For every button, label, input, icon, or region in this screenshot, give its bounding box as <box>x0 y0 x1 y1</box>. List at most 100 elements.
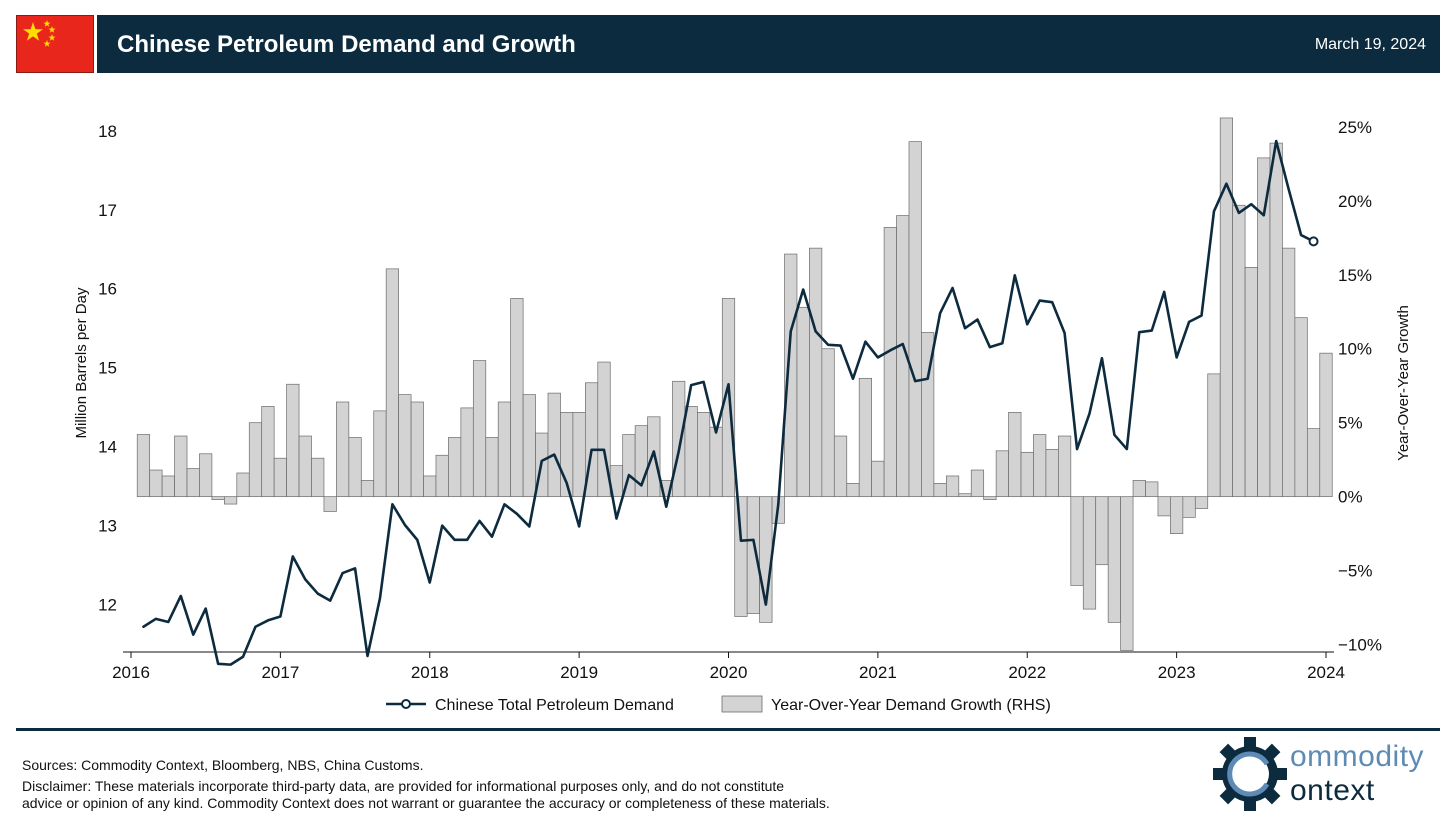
y-left-tick-label-18: 18 <box>98 122 117 141</box>
chart-area: 2016 2017 2018 2019 2020 2021 2022 2023 2024 12 13… <box>0 75 1456 725</box>
x-tick-label-2020: 2020 <box>710 663 748 682</box>
growth-bar-57 <box>846 483 860 498</box>
y-right-tick-label-10%: 10% <box>1338 340 1372 359</box>
growth-bar-8 <box>236 472 250 498</box>
growth-bar-91 <box>1269 142 1283 498</box>
growth-bar-20 <box>385 268 399 498</box>
header-bar: Chinese Petroleum Demand and Growth Marc… <box>97 15 1440 73</box>
growth-bar-2 <box>161 475 175 498</box>
legend-line-label: Chinese Total Petroleum Demand <box>435 697 674 714</box>
growth-bar-53 <box>796 306 810 498</box>
flag-small-star-2 <box>48 26 56 33</box>
growth-bar-87 <box>1219 117 1233 498</box>
growth-bar-60 <box>883 227 897 498</box>
growth-bar-70 <box>1008 412 1022 498</box>
growth-bar-85 <box>1194 496 1209 509</box>
growth-bar-25 <box>448 437 462 498</box>
growth-bar-68 <box>983 496 997 500</box>
growth-bar-71 <box>1020 451 1034 498</box>
y-left-tick-label-13: 13 <box>98 517 117 536</box>
growth-bar-49 <box>746 496 760 614</box>
growth-bar-21 <box>398 394 412 498</box>
growth-bar-3 <box>174 435 188 498</box>
growth-bar-0 <box>136 434 151 498</box>
y-right-tick-label-5%: 5% <box>1338 414 1363 433</box>
flag-small-star-4 <box>43 40 51 47</box>
legend-bar-label: Year-Over-Year Demand Growth (RHS) <box>771 697 1051 714</box>
y-right-tick-label-−10%: −10% <box>1338 636 1382 655</box>
growth-bar-23 <box>423 475 437 498</box>
y-left-tick-label-14: 14 <box>98 438 117 457</box>
growth-bar-11 <box>273 457 287 498</box>
growth-bar-93 <box>1294 317 1308 498</box>
growth-bar-82 <box>1157 496 1171 517</box>
growth-bar-1 <box>149 469 163 498</box>
china-flag-icon <box>16 15 94 73</box>
y-axis-left-label: Million Barrels per Day <box>73 287 90 438</box>
growth-bar-19 <box>373 410 387 498</box>
growth-bar-4 <box>186 468 200 498</box>
growth-bar-72 <box>1033 434 1047 498</box>
growth-bar-63 <box>921 332 935 498</box>
flag-large-star <box>23 22 43 41</box>
flag-small-star-1 <box>43 20 51 27</box>
growth-bar-33 <box>547 392 561 498</box>
growth-bar-27 <box>472 360 487 498</box>
growth-bar-74 <box>1058 435 1072 498</box>
report-date: March 19, 2024 <box>1314 36 1426 53</box>
growth-bar-83 <box>1170 496 1184 535</box>
demand-growth-chart: 2016 2017 2018 2019 2020 2021 2022 2023 2024 12 13… <box>73 117 1412 714</box>
growth-bar-15 <box>323 496 337 512</box>
x-tick-label-2017: 2017 <box>261 663 299 682</box>
x-tick-label-2024: 2024 <box>1307 663 1345 682</box>
disclaimer-line-2: advice or opinion of any kind. Commodity… <box>22 795 830 811</box>
footer: Sources: Commodity Context, Bloomberg, N… <box>22 757 922 812</box>
growth-bar-5 <box>199 453 213 498</box>
x-tick-label-2018: 2018 <box>411 663 449 682</box>
y-right-tick-label-15%: 15% <box>1338 266 1372 285</box>
legend: Chinese Total Petroleum Demand Year-Over… <box>386 695 1051 714</box>
growth-bar-77 <box>1095 496 1109 566</box>
y-axis-right-label: Year-Over-Year Growth <box>1395 305 1412 461</box>
growth-bar-44 <box>684 406 698 498</box>
growth-bar-24 <box>435 454 449 498</box>
growth-bar-10 <box>261 406 275 498</box>
growth-bar-92 <box>1282 247 1296 498</box>
growth-bar-66 <box>958 493 972 498</box>
footer-divider <box>16 728 1440 731</box>
commodity-context-logo: ommodity ontext <box>1212 736 1432 811</box>
growth-bar-78 <box>1107 496 1121 623</box>
y-left-tick-label-12: 12 <box>98 596 117 615</box>
legend-line-marker <box>401 699 411 709</box>
growth-bar-86 <box>1207 373 1221 498</box>
growth-bar-65 <box>945 475 960 498</box>
growth-bar-75 <box>1070 496 1084 586</box>
growth-bar-69 <box>995 450 1009 498</box>
growth-bar-84 <box>1182 496 1196 518</box>
y-right-tick-label-−5%: −5% <box>1338 562 1373 581</box>
growth-bar-79 <box>1120 496 1134 651</box>
growth-bar-7 <box>224 496 238 505</box>
y-left-tick-label-15: 15 <box>98 359 117 378</box>
disclaimer-line-1: Disclaimer: These materials incorporate … <box>22 778 785 794</box>
x-tick-label-2023: 2023 <box>1158 663 1196 682</box>
growth-bar-26 <box>460 407 474 498</box>
growth-bar-62 <box>908 141 922 498</box>
growth-bar-54 <box>809 247 823 498</box>
growth-bar-58 <box>858 377 873 498</box>
y-right-tick-label-25%: 25% <box>1338 118 1372 137</box>
chart-title: Chinese Petroleum Demand and Growth <box>117 31 576 58</box>
growth-bar-16 <box>336 401 350 498</box>
demand-line-end-marker <box>1308 236 1319 247</box>
growth-bar-18 <box>360 480 375 498</box>
growth-bar-95 <box>1319 352 1333 498</box>
growth-bar-73 <box>1045 448 1059 498</box>
growth-bar-48 <box>734 496 748 617</box>
x-tick-label-2016: 2016 <box>112 663 150 682</box>
growth-bar-35 <box>572 412 586 498</box>
y-right-tick-label-0%: 0% <box>1338 488 1363 507</box>
growth-bar-12 <box>286 383 300 498</box>
growth-bar-31 <box>522 394 536 498</box>
logo-word-context: ontext <box>1290 774 1375 807</box>
flag-small-star-3 <box>48 34 56 41</box>
